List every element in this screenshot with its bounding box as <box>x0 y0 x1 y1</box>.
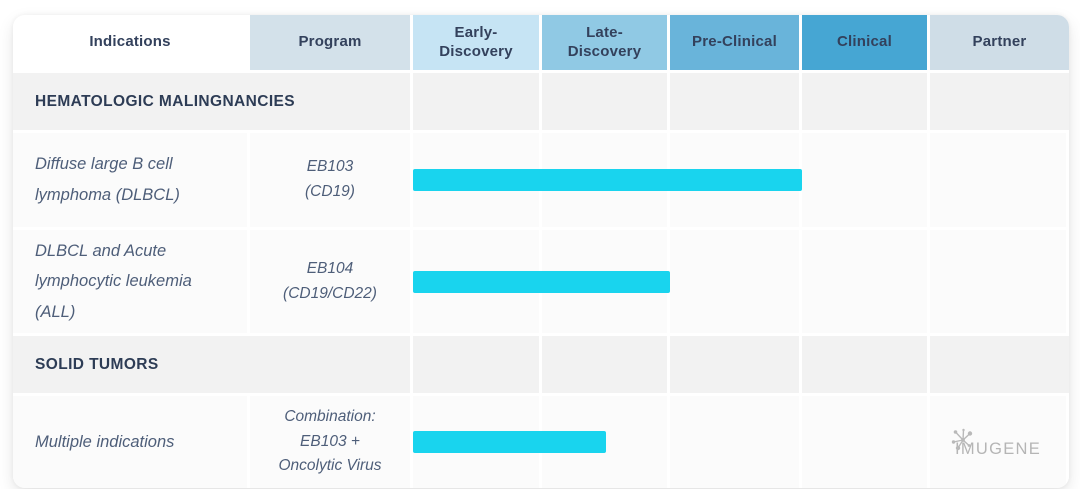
column-header-partner: Partner <box>930 15 1069 70</box>
empty-cell <box>413 336 542 393</box>
section-row-solid-tumors: SOLID TUMORS <box>13 333 1069 393</box>
section-title: SOLID TUMORS <box>13 336 413 393</box>
empty-cell <box>802 73 930 130</box>
empty-cell <box>930 73 1069 130</box>
progress-bar-eb104 <box>413 270 670 293</box>
stage-cell-partner <box>930 133 1069 227</box>
column-header-clinical: Clinical <box>802 15 930 70</box>
empty-cell <box>670 336 802 393</box>
program-cell: EB104 (CD19/CD22) <box>250 230 413 333</box>
imugene-logo: IMUGENE <box>951 426 1042 459</box>
empty-cell <box>542 73 670 130</box>
column-header-pre-clinical: Pre-Clinical <box>670 15 802 70</box>
column-header-program: Program <box>250 15 413 70</box>
column-header-late-discovery: Late- Discovery <box>542 15 670 70</box>
empty-cell <box>670 73 802 130</box>
indication-cell: Diffuse large B cell lymphoma (DLBCL) <box>13 133 250 227</box>
stage-cell-clinical <box>802 396 930 488</box>
section-title: HEMATOLOGIC MALINGNANCIES <box>13 73 413 130</box>
column-header-indications: Indications <box>13 15 250 70</box>
empty-cell <box>413 73 542 130</box>
program-row-eb103: Diffuse large B cell lymphoma (DLBCL) EB… <box>13 130 1069 227</box>
indication-cell: DLBCL and Acute lymphocytic leukemia (AL… <box>13 230 250 333</box>
stage-cell-partner: IMUGENE <box>930 396 1069 488</box>
pipeline-table: Indications Program Early- Discovery Lat… <box>13 15 1069 488</box>
stage-cell-pre-clinical <box>670 230 802 333</box>
stage-cell-pre-clinical <box>670 396 802 488</box>
program-cell: EB103 (CD19) <box>250 133 413 227</box>
progress-bar-eb103 <box>413 169 802 191</box>
progress-bar-combination <box>413 431 606 453</box>
table-header-row: Indications Program Early- Discovery Lat… <box>13 15 1069 70</box>
indication-cell: Multiple indications <box>13 396 250 488</box>
stage-cell-clinical <box>802 230 930 333</box>
empty-cell <box>542 336 670 393</box>
program-cell: Combination: EB103 + Oncolytic Virus <box>250 396 413 488</box>
stage-cell-clinical <box>802 133 930 227</box>
empty-cell <box>802 336 930 393</box>
partner-name: IMUGENE <box>954 439 1042 458</box>
empty-cell <box>930 336 1069 393</box>
section-row-hematologic: HEMATOLOGIC MALINGNANCIES <box>13 70 1069 130</box>
program-row-eb104: DLBCL and Acute lymphocytic leukemia (AL… <box>13 227 1069 333</box>
molecule-icon <box>951 428 973 450</box>
program-row-combination: Multiple indications Combination: EB103 … <box>13 393 1069 488</box>
stage-cell-partner <box>930 230 1069 333</box>
column-header-early-discovery: Early- Discovery <box>413 15 542 70</box>
